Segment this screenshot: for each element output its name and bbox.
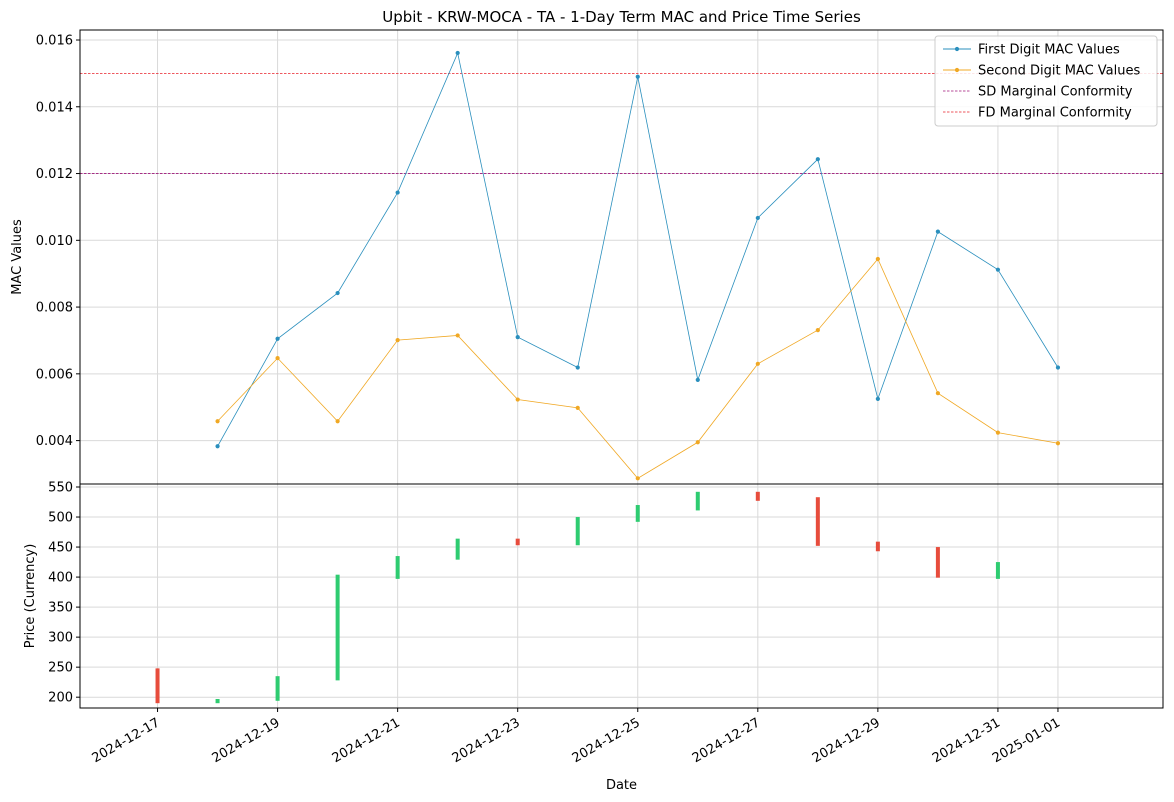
candle-up	[335, 574, 340, 681]
data-point	[575, 365, 580, 370]
y-tick-label-price: 350	[48, 601, 73, 616]
y-tick-label-mac: 0.014	[36, 100, 73, 115]
data-point	[935, 229, 940, 234]
data-point	[815, 157, 820, 162]
y-axis-label-mac: MAC Values	[10, 219, 25, 295]
legend-box	[934, 35, 1158, 127]
candle-up	[635, 505, 640, 522]
data-point	[1055, 441, 1061, 446]
data-point	[395, 338, 400, 343]
x-tick-label: 2024-12-21	[330, 715, 403, 766]
data-point	[755, 361, 760, 366]
data-point	[215, 444, 220, 449]
data-point	[755, 215, 760, 221]
legend-marker	[954, 46, 960, 52]
data-point	[515, 335, 520, 340]
data-point	[635, 476, 640, 481]
chart-title: Upbit - KRW-MOCA - TA - 1-Day Term MAC a…	[382, 8, 861, 26]
legend-label: First Digit MAC Values	[978, 43, 1120, 58]
data-point	[875, 396, 880, 401]
data-point	[215, 419, 220, 424]
candle-down	[755, 491, 760, 501]
legend-label: SD Marginal Conformity	[978, 85, 1133, 100]
data-point	[395, 190, 400, 195]
data-point	[1055, 365, 1061, 370]
y-tick-label-mac: 0.006	[36, 367, 73, 382]
legend-label: Second Digit MAC Values	[978, 64, 1140, 79]
data-point	[335, 419, 340, 424]
y-tick-label-mac: 0.016	[36, 34, 73, 49]
x-tick-label: 2025-01-01	[990, 715, 1063, 766]
y-tick-label-price: 500	[48, 511, 73, 526]
data-point	[875, 256, 880, 262]
x-axis-label: Date	[606, 778, 637, 793]
y-tick-label-price: 200	[48, 691, 73, 706]
legend-label: FD Marginal Conformity	[978, 106, 1132, 121]
data-point	[575, 405, 580, 410]
data-point	[455, 333, 460, 338]
x-tick-label: 2024-12-19	[210, 715, 283, 766]
data-point	[695, 377, 700, 382]
candle-down	[155, 668, 160, 704]
data-point	[635, 74, 640, 79]
y-axis-label-price: Price (Currency)	[23, 544, 38, 649]
data-point	[335, 290, 340, 296]
candle-up	[455, 538, 460, 560]
x-tick-label: 2024-12-27	[690, 715, 763, 766]
candle-up	[995, 562, 1000, 579]
candle-up	[215, 698, 220, 704]
data-point	[455, 50, 460, 56]
data-point	[695, 440, 700, 445]
candle-up	[695, 491, 700, 511]
y-tick-label-price: 550	[48, 481, 73, 496]
data-point	[815, 328, 820, 333]
candle-down	[515, 538, 520, 546]
candle-up	[575, 517, 580, 546]
y-tick-label-price: 250	[48, 661, 73, 676]
data-point	[935, 391, 940, 396]
candle-down	[815, 497, 820, 546]
x-tick-label: 2024-12-23	[450, 715, 523, 766]
data-point	[515, 397, 520, 402]
y-tick-label-mac: 0.008	[36, 301, 73, 316]
legend: First Digit MAC Values Second Digit MAC V…	[934, 35, 1158, 127]
y-tick-label-mac: 0.004	[36, 434, 73, 449]
y-tick-label-price: 400	[48, 571, 73, 586]
candle-up	[275, 676, 280, 701]
candle-up	[395, 556, 400, 579]
candle-down	[875, 541, 880, 552]
y-tick-label-price: 300	[48, 631, 73, 646]
y-tick-label-price: 450	[48, 541, 73, 556]
data-point	[275, 356, 280, 361]
x-tick-label: 2024-12-25	[570, 715, 643, 766]
legend-marker	[954, 67, 960, 73]
data-point	[995, 430, 1001, 435]
price-plot-area	[80, 484, 1163, 708]
x-tick-label: 2024-12-17	[90, 715, 163, 766]
y-tick-label-mac: 0.010	[36, 234, 73, 249]
y-tick-label-mac: 0.012	[36, 167, 73, 182]
price-panel-frame	[79, 483, 1164, 709]
data-point	[995, 267, 1001, 272]
x-tick-label: 2024-12-29	[810, 715, 883, 766]
candle-down	[935, 547, 940, 578]
data-point	[275, 336, 280, 341]
